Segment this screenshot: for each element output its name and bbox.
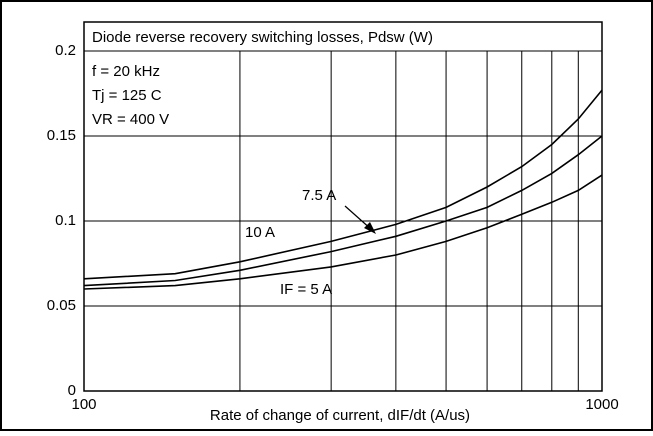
x-axis-label: Rate of change of current, dIF/dt (A/us) — [210, 407, 470, 424]
condition: f = 20 kHz — [92, 63, 160, 80]
y-tick-label: 0.1 — [55, 212, 76, 229]
chart-title: Diode reverse recovery switching losses,… — [92, 29, 433, 46]
condition: Tj = 125 C — [92, 87, 162, 104]
arrow-head — [364, 222, 376, 234]
y-tick-label: 0.2 — [55, 42, 76, 59]
series-line — [83, 174, 603, 290]
series-label: 10 A — [245, 224, 275, 241]
series-label: IF = 5 A — [280, 281, 332, 298]
condition: VR = 400 V — [92, 111, 169, 128]
plot-frame — [83, 21, 603, 392]
y-tick-label: 0 — [68, 382, 76, 399]
x-tick-label: 100 — [71, 396, 96, 413]
y-tick-label: 0.05 — [47, 297, 76, 314]
x-tick-label: 1000 — [585, 396, 618, 413]
y-tick-label: 0.15 — [47, 127, 76, 144]
series-label: 7.5 A — [302, 187, 336, 204]
series-line — [83, 135, 603, 287]
series-line — [83, 89, 603, 280]
